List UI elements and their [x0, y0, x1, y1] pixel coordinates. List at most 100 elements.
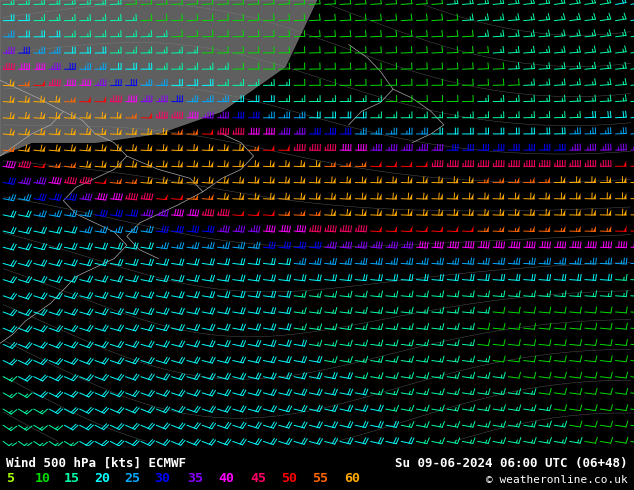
Polygon shape [624, 160, 626, 166]
Polygon shape [42, 162, 46, 168]
Polygon shape [119, 145, 122, 151]
Polygon shape [72, 162, 76, 168]
Polygon shape [455, 226, 458, 232]
Polygon shape [226, 194, 229, 199]
Polygon shape [624, 193, 626, 199]
Polygon shape [379, 161, 382, 167]
Polygon shape [164, 145, 167, 150]
Polygon shape [119, 112, 122, 118]
Text: 40: 40 [218, 472, 234, 485]
Polygon shape [72, 146, 76, 151]
Polygon shape [164, 177, 168, 183]
Polygon shape [180, 161, 183, 167]
Text: 25: 25 [124, 472, 140, 485]
Polygon shape [532, 210, 535, 215]
Polygon shape [88, 162, 91, 168]
Polygon shape [42, 80, 45, 86]
Polygon shape [180, 194, 183, 199]
Polygon shape [73, 96, 75, 102]
Polygon shape [241, 210, 245, 216]
Polygon shape [42, 113, 45, 119]
Polygon shape [134, 178, 138, 183]
Polygon shape [57, 146, 61, 151]
Text: 35: 35 [188, 472, 204, 485]
Polygon shape [348, 161, 351, 167]
Text: 15: 15 [63, 472, 79, 485]
Polygon shape [486, 193, 489, 199]
Polygon shape [241, 145, 244, 150]
Polygon shape [532, 177, 534, 183]
Polygon shape [271, 194, 275, 199]
Polygon shape [164, 161, 168, 167]
Polygon shape [195, 145, 198, 150]
Polygon shape [363, 177, 366, 183]
Polygon shape [425, 194, 428, 199]
Polygon shape [287, 145, 290, 150]
Polygon shape [410, 226, 413, 232]
Polygon shape [562, 226, 566, 231]
Text: © weatheronline.co.uk: © weatheronline.co.uk [486, 475, 628, 485]
Polygon shape [578, 193, 581, 199]
Polygon shape [164, 128, 167, 134]
Polygon shape [593, 226, 596, 231]
Polygon shape [73, 129, 76, 135]
Polygon shape [149, 128, 152, 134]
Polygon shape [241, 194, 244, 199]
Polygon shape [271, 145, 275, 150]
Polygon shape [378, 194, 382, 199]
Polygon shape [318, 194, 321, 199]
Polygon shape [287, 194, 290, 199]
Polygon shape [210, 145, 214, 150]
Polygon shape [394, 226, 398, 232]
Polygon shape [287, 210, 290, 216]
Polygon shape [348, 194, 351, 199]
Polygon shape [241, 177, 244, 183]
Polygon shape [517, 226, 520, 232]
Polygon shape [517, 177, 519, 183]
Polygon shape [164, 194, 168, 200]
Polygon shape [256, 210, 260, 216]
Polygon shape [394, 161, 397, 167]
Text: 5: 5 [6, 472, 15, 485]
Polygon shape [562, 193, 566, 199]
Polygon shape [425, 210, 428, 216]
Polygon shape [440, 226, 443, 232]
Polygon shape [210, 177, 214, 183]
Polygon shape [609, 177, 611, 182]
Polygon shape [440, 177, 443, 183]
Polygon shape [27, 80, 30, 86]
Polygon shape [27, 113, 30, 119]
Polygon shape [256, 194, 259, 199]
Polygon shape [302, 210, 306, 216]
Polygon shape [11, 146, 15, 151]
Polygon shape [410, 210, 413, 216]
Polygon shape [532, 226, 535, 232]
Polygon shape [287, 177, 290, 183]
Polygon shape [455, 177, 458, 183]
Polygon shape [394, 194, 397, 199]
Polygon shape [180, 128, 183, 134]
Polygon shape [271, 161, 275, 167]
Polygon shape [11, 113, 15, 119]
Polygon shape [455, 210, 458, 216]
Polygon shape [0, 0, 317, 156]
Text: 45: 45 [250, 472, 266, 485]
Polygon shape [363, 161, 366, 167]
Polygon shape [256, 177, 259, 183]
Polygon shape [378, 177, 382, 183]
Polygon shape [27, 97, 30, 102]
Polygon shape [593, 177, 596, 183]
Polygon shape [42, 146, 46, 151]
Polygon shape [378, 210, 382, 216]
Polygon shape [425, 161, 427, 167]
Polygon shape [318, 177, 321, 183]
Polygon shape [547, 209, 550, 215]
Polygon shape [302, 161, 305, 167]
Polygon shape [578, 209, 581, 215]
Polygon shape [271, 177, 275, 183]
Polygon shape [410, 161, 412, 167]
Polygon shape [287, 161, 290, 167]
Polygon shape [226, 161, 229, 167]
Polygon shape [149, 112, 152, 118]
Polygon shape [195, 194, 198, 199]
